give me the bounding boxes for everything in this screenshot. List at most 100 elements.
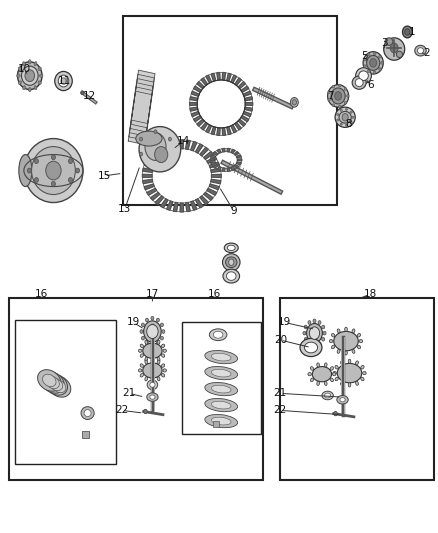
Ellipse shape: [52, 155, 55, 160]
Ellipse shape: [342, 114, 348, 121]
Polygon shape: [201, 78, 208, 85]
Ellipse shape: [308, 373, 311, 376]
Polygon shape: [238, 119, 245, 126]
Polygon shape: [200, 147, 208, 156]
Ellipse shape: [23, 86, 25, 90]
Ellipse shape: [339, 84, 341, 87]
Ellipse shape: [363, 372, 366, 375]
Text: 6: 6: [367, 80, 374, 90]
Polygon shape: [209, 162, 219, 168]
Ellipse shape: [337, 395, 348, 404]
Polygon shape: [204, 192, 213, 200]
Polygon shape: [231, 167, 235, 171]
Ellipse shape: [356, 68, 371, 84]
Ellipse shape: [161, 354, 165, 357]
Ellipse shape: [212, 369, 231, 377]
Ellipse shape: [332, 334, 335, 337]
Text: 2: 2: [424, 49, 431, 58]
Ellipse shape: [147, 325, 158, 338]
Polygon shape: [151, 151, 160, 159]
Ellipse shape: [352, 116, 354, 118]
Ellipse shape: [34, 86, 37, 90]
Ellipse shape: [157, 340, 160, 344]
Polygon shape: [147, 189, 157, 195]
Ellipse shape: [223, 254, 240, 271]
Polygon shape: [223, 128, 226, 135]
Polygon shape: [204, 151, 213, 159]
Polygon shape: [161, 199, 168, 208]
Ellipse shape: [161, 344, 165, 348]
Polygon shape: [173, 140, 178, 149]
Polygon shape: [195, 144, 203, 153]
Polygon shape: [167, 201, 173, 210]
Ellipse shape: [332, 345, 335, 349]
Ellipse shape: [367, 55, 380, 70]
Ellipse shape: [346, 108, 348, 110]
Ellipse shape: [290, 98, 298, 107]
Ellipse shape: [308, 321, 311, 325]
Ellipse shape: [140, 137, 143, 141]
Text: 12: 12: [83, 91, 96, 101]
Ellipse shape: [341, 381, 343, 385]
Ellipse shape: [318, 321, 321, 325]
Polygon shape: [130, 83, 153, 136]
Polygon shape: [234, 165, 239, 168]
Ellipse shape: [328, 98, 330, 101]
Ellipse shape: [143, 363, 162, 378]
Ellipse shape: [84, 409, 91, 417]
Text: 13: 13: [118, 204, 131, 214]
Ellipse shape: [339, 105, 341, 108]
Ellipse shape: [335, 366, 338, 369]
Ellipse shape: [396, 51, 403, 58]
Ellipse shape: [355, 78, 363, 86]
Bar: [182, 322, 261, 434]
Polygon shape: [143, 180, 153, 184]
Ellipse shape: [227, 245, 235, 251]
Polygon shape: [207, 189, 217, 195]
Polygon shape: [191, 142, 197, 151]
Ellipse shape: [144, 409, 147, 414]
Ellipse shape: [361, 366, 364, 369]
Ellipse shape: [335, 92, 342, 100]
Polygon shape: [180, 140, 184, 149]
Ellipse shape: [307, 324, 322, 343]
Polygon shape: [213, 165, 218, 168]
Ellipse shape: [44, 374, 67, 395]
Ellipse shape: [147, 393, 158, 401]
Ellipse shape: [160, 336, 163, 340]
Ellipse shape: [160, 323, 163, 327]
Ellipse shape: [150, 395, 155, 399]
Ellipse shape: [304, 337, 307, 341]
Polygon shape: [194, 86, 201, 92]
Ellipse shape: [224, 243, 238, 253]
Ellipse shape: [42, 374, 56, 386]
Ellipse shape: [205, 383, 237, 395]
Polygon shape: [128, 91, 152, 144]
Ellipse shape: [390, 43, 398, 53]
Ellipse shape: [373, 52, 376, 55]
Bar: [213, 421, 219, 427]
Ellipse shape: [415, 45, 426, 56]
Ellipse shape: [151, 358, 154, 362]
Ellipse shape: [68, 159, 72, 164]
Ellipse shape: [317, 363, 319, 367]
Ellipse shape: [370, 59, 377, 67]
Ellipse shape: [325, 381, 327, 385]
Ellipse shape: [337, 114, 339, 116]
Ellipse shape: [345, 327, 347, 332]
Ellipse shape: [155, 147, 168, 163]
Ellipse shape: [24, 139, 83, 203]
Ellipse shape: [145, 360, 148, 364]
Ellipse shape: [318, 342, 321, 345]
Ellipse shape: [81, 407, 94, 419]
Ellipse shape: [23, 62, 25, 66]
Ellipse shape: [163, 349, 166, 352]
Ellipse shape: [49, 378, 63, 391]
Polygon shape: [194, 116, 201, 122]
Ellipse shape: [68, 177, 72, 182]
Ellipse shape: [147, 380, 158, 390]
Text: 19: 19: [127, 318, 140, 327]
Polygon shape: [211, 127, 215, 134]
Ellipse shape: [378, 55, 381, 58]
Polygon shape: [243, 91, 251, 96]
